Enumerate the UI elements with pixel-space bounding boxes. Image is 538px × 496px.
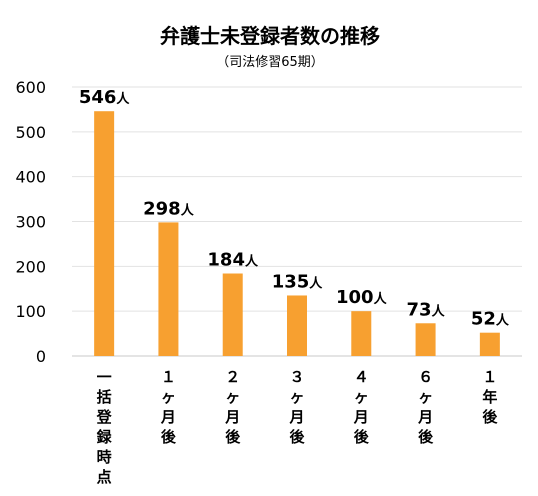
y-tick-label: 500 [15, 123, 46, 142]
y-axis-ticks: 0 100 200 300 400 500 600 [15, 78, 46, 366]
y-tick-label: 0 [36, 347, 46, 366]
bar [94, 111, 115, 357]
value-label: 100人 [336, 287, 388, 308]
value-number: 73 [407, 299, 432, 320]
value-number: 52 [471, 309, 496, 330]
x-axis-categories: 一括登録時点 １ヶ月後 ２ヶ月後 ３ヶ月後 ４ヶ月後 ６ヶ月後 １年後 [96, 368, 499, 486]
value-unit: 人 [374, 291, 388, 307]
bar [287, 295, 307, 356]
bar [415, 323, 436, 356]
value-number: 100 [336, 287, 374, 308]
value-unit: 人 [496, 313, 510, 329]
value-number: 298 [143, 198, 181, 219]
value-unit: 人 [181, 202, 195, 218]
category-label: ２ヶ月後 [224, 368, 241, 446]
y-tick-label: 100 [15, 302, 46, 321]
category-label: １年後 [481, 368, 498, 426]
gridlines [72, 86, 522, 357]
bars [94, 111, 500, 357]
category-label: １ヶ月後 [160, 368, 177, 446]
bar [158, 222, 179, 356]
category-label: 一括登録時点 [96, 368, 113, 486]
value-label: 73人 [407, 299, 446, 320]
bar [222, 273, 243, 356]
value-label: 135人 [272, 271, 324, 292]
category-label: ４ヶ月後 [353, 368, 370, 446]
category-label: ６ヶ月後 [417, 368, 434, 446]
value-unit: 人 [432, 303, 446, 319]
y-tick-label: 400 [15, 168, 46, 187]
category-label: ３ヶ月後 [288, 368, 305, 446]
chart-title: 弁護士未登録者数の推移 [160, 24, 380, 48]
value-number: 135 [272, 271, 310, 292]
chart-subtitle: （司法修習65期） [216, 55, 324, 70]
y-tick-label: 300 [15, 213, 46, 232]
bar [351, 311, 372, 356]
value-number: 546 [79, 87, 117, 108]
y-tick-label: 600 [15, 78, 46, 97]
value-label: 184人 [207, 250, 259, 271]
value-unit: 人 [116, 91, 130, 107]
value-number: 184 [207, 250, 245, 271]
y-tick-label: 200 [15, 257, 46, 276]
value-label: 546人 [79, 87, 131, 108]
value-label: 298人 [143, 198, 195, 219]
value-unit: 人 [245, 254, 259, 270]
bar [479, 332, 500, 356]
value-label: 52人 [471, 309, 510, 330]
value-unit: 人 [309, 275, 323, 291]
